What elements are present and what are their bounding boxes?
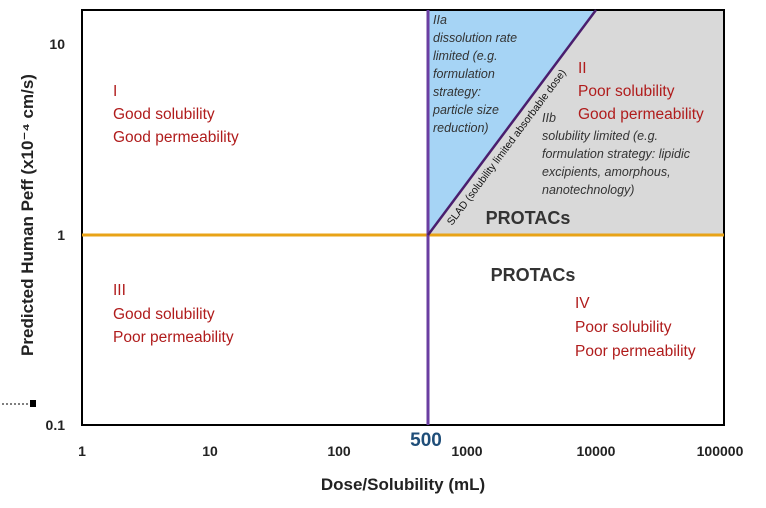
y-axis-title: Predicted Human Peff (x10⁻⁴ cm/s) [18,74,37,356]
y-tick-label: 0.1 [46,417,66,433]
quadrant-iii-line: Poor permeability [113,329,234,346]
region-iia-line: strategy: [433,85,481,99]
region-iib-line: excipients, amorphous, [542,165,671,179]
region-iib-line: solubility limited (e.g. [542,129,658,143]
quadrant-iii-line: Good solubility [113,306,215,323]
x-tick-label: 10000 [577,443,616,459]
quadrant-iv-line: Poor permeability [575,343,696,360]
protacs-label: PROTACs [486,208,571,228]
x-tick-label: 100000 [697,443,744,459]
region-iib-grey [428,10,724,235]
region-iia-line: dissolution rate [433,31,517,45]
x-axis-title: Dose/Solubility (mL) [321,475,485,494]
quadrant-iii-title: III [113,282,126,299]
x-tick-label: 1 [78,443,86,459]
x-tick-label: 10 [202,443,218,459]
region-iia-line: limited (e.g. [433,49,498,63]
plot-frame [81,9,725,426]
quadrant-i-line: Good permeability [113,129,239,146]
slad-line [426,9,598,236]
threshold-500-label: 500 [410,430,442,451]
region-iia-line: formulation [433,67,495,81]
region-iib-line: formulation strategy: lipidic [542,147,691,161]
y-tick-label: 10 [49,36,65,52]
x-tick-label: 1000 [451,443,482,459]
quadrant-i-line: Good solubility [113,106,215,123]
quadrant-i-title: I [113,83,117,100]
region-iia-line: particle size [432,103,499,117]
protacs-label: PROTACs [491,265,576,285]
region-iib-line: nanotechnology) [542,183,634,197]
quadrant-iv-line: Poor solubility [575,319,672,336]
quadrant-iv-title: IV [575,295,590,312]
left-margin-mark [2,400,36,407]
quadrant-ii-title: II [578,60,587,77]
quadrant-ii-line: Poor solubility [578,83,675,100]
region-iia-title: IIa [433,13,447,27]
x-tick-label: 100 [327,443,351,459]
region-iib-title: IIb [542,111,556,125]
y-tick-label: 1 [57,227,65,243]
quadrant-ii-line: Good permeability [578,106,704,123]
region-iia-line: reduction) [433,121,489,135]
